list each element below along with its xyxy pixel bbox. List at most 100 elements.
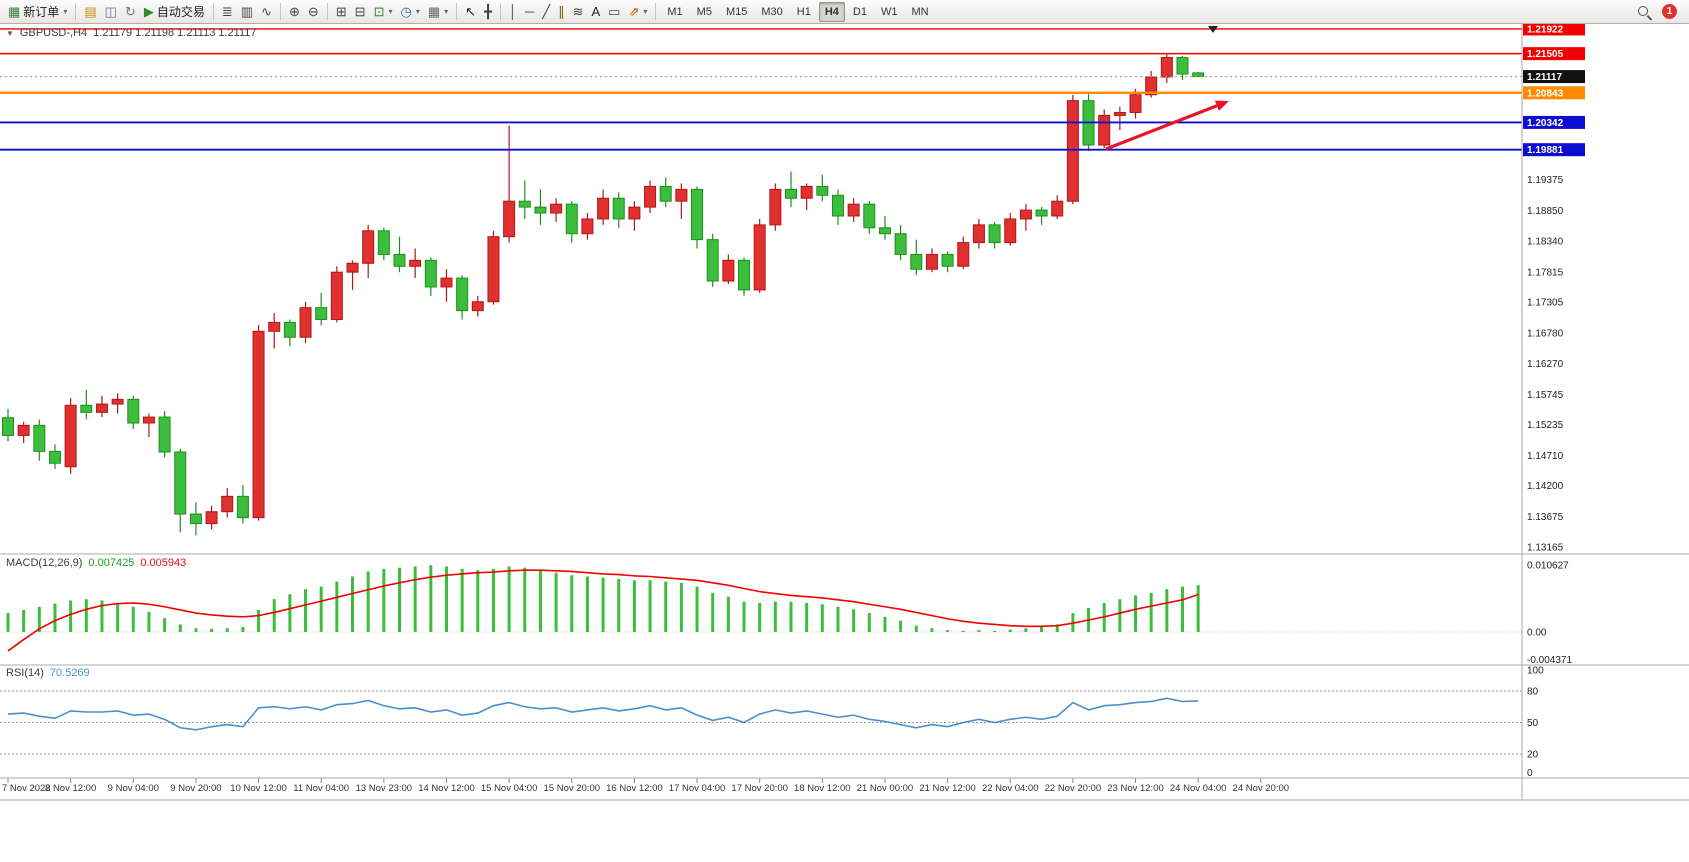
candle-body [597, 197, 610, 220]
new-order-button[interactable]: ▦ 新订单 ▾ [4, 1, 71, 23]
blue-support-line-1-tag-text: 1.20342 [1527, 118, 1564, 129]
ohlc-values: 1.21179 1.21198 1.21113 1.21117 [93, 27, 257, 39]
rsi-label: RSI(14) [6, 667, 44, 679]
chart-shift-marker[interactable] [1208, 26, 1218, 33]
search-icon[interactable] [1636, 4, 1652, 20]
price-tick-label: 1.15745 [1527, 390, 1564, 401]
candle-body [127, 398, 140, 424]
notification-badge[interactable]: 1 [1662, 4, 1677, 19]
toolbar-separator [212, 3, 214, 20]
candle-body [424, 259, 437, 288]
macd-signal-line [7, 569, 1199, 652]
trend-arrow-head[interactable] [1214, 100, 1229, 111]
bar-chart-button[interactable]: ≣ [218, 1, 237, 23]
candle-body [644, 185, 657, 208]
zoom-in-button[interactable]: ⊕ [285, 1, 304, 23]
trendline-button[interactable]: ╱ [538, 1, 554, 23]
candle-body [315, 307, 328, 320]
arrows-button[interactable]: ⇗ ▾ [624, 1, 651, 23]
fibonacci-button[interactable]: ≋ [569, 1, 588, 23]
candle-body [988, 224, 1001, 244]
trend-arrow[interactable] [1105, 104, 1218, 151]
period-button[interactable]: ◷ ▾ [397, 1, 424, 23]
price-tick-label: 1.16780 [1527, 329, 1564, 340]
blue-support-line-2-tag [1523, 143, 1585, 157]
cursor-button[interactable]: ↖ [461, 1, 480, 23]
new-chart-button[interactable]: ⊡ ▾ [370, 1, 397, 23]
time-label: 10 Nov 12:00 [230, 783, 287, 794]
candle-body [174, 451, 187, 515]
charts-button[interactable]: ▤ [80, 1, 100, 23]
collapse-arrow-icon[interactable]: ▼ [6, 29, 14, 38]
candle-body [1113, 111, 1126, 116]
candle-body [1098, 114, 1111, 146]
new-chart-icon: ⊡ [373, 4, 385, 19]
timeframe-button-h1[interactable]: H1 [796, 5, 811, 18]
candle-body [910, 253, 923, 270]
symbol-timeframe-label: GBPUSD-,H4 [19, 27, 88, 39]
price-tick-label: 1.16270 [1527, 359, 1564, 370]
candlestick-chart-button[interactable]: ▥ [237, 1, 257, 23]
price-tick-label: 1.17305 [1527, 298, 1564, 309]
candle-body [534, 206, 547, 214]
timeframe-button-h4[interactable]: H4 [818, 1, 845, 22]
cursor-icon: ↖ [465, 4, 477, 19]
timeframe-button-mn[interactable]: MN [911, 5, 929, 18]
time-label: 23 Nov 12:00 [1107, 783, 1164, 794]
candle-body [659, 185, 672, 202]
text-label-button[interactable]: ▭ [604, 1, 624, 23]
candle-body [753, 224, 766, 291]
profiles-button[interactable]: ◫ [101, 1, 121, 23]
candle-body [409, 259, 422, 267]
refresh-button[interactable]: ↻ [121, 1, 140, 23]
candle-body [565, 203, 578, 235]
cascade-windows-button[interactable]: ⊟ [351, 1, 370, 23]
candle-body [769, 188, 782, 226]
orange-support-line-tag [1523, 86, 1585, 100]
candle-body [518, 200, 531, 208]
profiles-icon: ◫ [104, 4, 117, 19]
candle-body [1004, 218, 1017, 244]
blue-support-line-2-tag-text: 1.19881 [1527, 145, 1564, 156]
autotrading-label: 自动交易 [156, 5, 205, 19]
timeframe-button-m15[interactable]: M15 [725, 5, 748, 18]
horizontal-line-button[interactable]: ─ [521, 1, 538, 23]
candlestick-chart-icon: ▥ [240, 4, 254, 19]
rsi-tick-label: 80 [1527, 687, 1539, 698]
vertical-line-button[interactable]: │ [505, 1, 521, 23]
channel-button[interactable]: ∥ [554, 1, 569, 23]
candles-layer [2, 54, 1205, 536]
candle-body [362, 230, 375, 264]
toolbar: ▦ 新订单 ▾ ▤ ◫ ↻ ▶ 自动交易 ≣ ▥ ∿ ⊕ ⊖ ⊞ ⊟ ⊡ ▾ ◷ ▾ ▦ ▾ ↖ ╋ │ ─ ╱ ∥ ≋ A ▭ ⇗ ▾ M1… [0, 0, 1689, 24]
crosshair-button[interactable]: ╋ [480, 1, 496, 23]
template-icon: ▦ [427, 4, 441, 19]
line-chart-button[interactable]: ∿ [257, 1, 276, 23]
candle-body [1176, 56, 1189, 75]
candle-body [831, 194, 844, 217]
candle-body [894, 233, 907, 255]
timeframe-button-m30[interactable]: M30 [761, 5, 783, 18]
timeframe-button-m5[interactable]: M5 [696, 5, 712, 18]
resistance-line-1-tag [1523, 22, 1585, 36]
tile-windows-button[interactable]: ⊞ [332, 1, 351, 23]
text-button[interactable]: A [587, 1, 604, 23]
time-label: 9 Nov 20:00 [170, 783, 221, 794]
timeframe-button-d1[interactable]: D1 [852, 5, 867, 18]
price-tick-label: 1.13675 [1527, 512, 1564, 523]
candle-body [330, 271, 343, 320]
timeframe-button-w1[interactable]: W1 [880, 5, 898, 18]
candle-body [487, 236, 500, 303]
time-label: 24 Nov 20:00 [1233, 783, 1290, 794]
dropdown-caret-icon: ▾ [388, 7, 393, 16]
price-tick-label: 1.14200 [1527, 481, 1564, 492]
zoom-out-button[interactable]: ⊖ [304, 1, 323, 23]
template-button[interactable]: ▦ ▾ [424, 1, 452, 23]
candle-body [142, 416, 155, 424]
timeframe-button-m1[interactable]: M1 [667, 5, 683, 18]
time-label: 14 Nov 12:00 [418, 783, 475, 794]
candle-body [863, 203, 876, 229]
candle-body [440, 277, 453, 288]
candle-body [1160, 56, 1173, 78]
autotrading-button[interactable]: ▶ 自动交易 [140, 1, 209, 23]
zoom-in-icon: ⊕ [288, 4, 300, 19]
